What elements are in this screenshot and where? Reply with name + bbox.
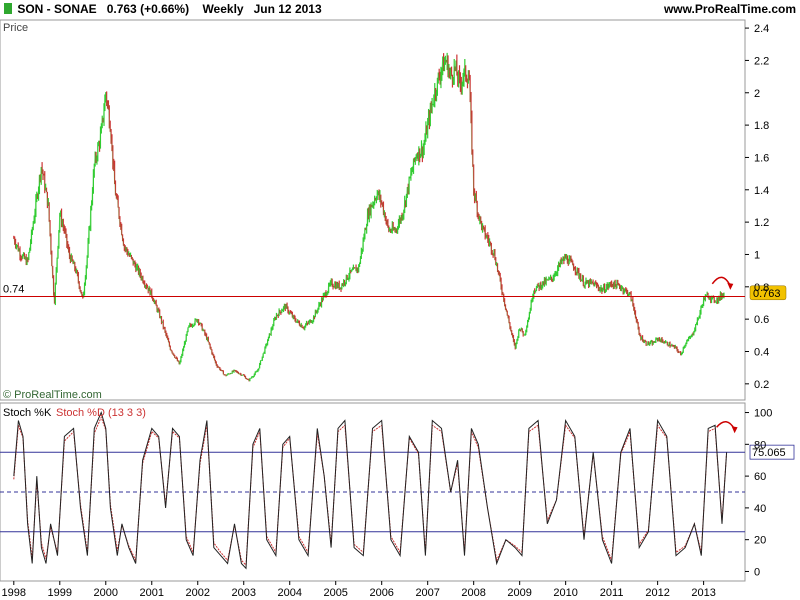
price-tick-label: 1.2 bbox=[754, 217, 769, 229]
price-tick-label: 1 bbox=[754, 249, 760, 261]
price-tick-label: 2.2 bbox=[754, 55, 769, 67]
year-tick-label: 2012 bbox=[645, 587, 669, 599]
date-label: Jun 12 2013 bbox=[253, 2, 322, 16]
price-tick-label: 2.4 bbox=[754, 23, 769, 35]
year-tick-label: 2006 bbox=[369, 587, 393, 599]
stoch-d-label: Stoch %D (13 3 3) bbox=[56, 407, 146, 419]
stoch-tick-label: 80 bbox=[754, 439, 766, 451]
year-tick-label: 2007 bbox=[415, 587, 439, 599]
copyright-label: © ProRealTime.com bbox=[3, 389, 102, 401]
price-arrow-head bbox=[727, 282, 734, 290]
year-tick-label: 2013 bbox=[691, 587, 715, 599]
current-stoch-badge-bg bbox=[749, 444, 795, 460]
year-tick-label: 2009 bbox=[507, 587, 531, 599]
stoch-k-line bbox=[13, 411, 728, 570]
price-series-line bbox=[13, 58, 725, 382]
price-axis-ticks: 2.4 2.2 2 1.8 1.6 1.4 1.2 1 0.8 0.6 0.4 0.2 bbox=[745, 23, 769, 391]
price-tick-label: 1.6 bbox=[754, 152, 769, 164]
stoch-tick-label: 100 bbox=[754, 408, 772, 420]
year-tick-label: 2004 bbox=[277, 587, 301, 599]
candle-icon bbox=[4, 3, 12, 14]
year-axis-ticks: 1998 1999 2000 2001 2002 2003 2004 2005 2006 2007… bbox=[2, 581, 716, 599]
stoch-axis-ticks: 100 80 60 40 20 0 bbox=[745, 408, 772, 578]
period-label: Weekly bbox=[202, 2, 244, 16]
header-left: SON - SONAE 0.763 (+0.66%) Weekly Jun 12… bbox=[4, 2, 322, 16]
stoch-tick-label: 0 bbox=[754, 566, 760, 578]
quote-value: 0.763 (+0.66%) bbox=[106, 2, 190, 16]
stoch-tick-label: 20 bbox=[754, 535, 766, 547]
year-tick-label: 2000 bbox=[94, 587, 118, 599]
price-tick-label: 1.8 bbox=[754, 120, 769, 132]
current-price-value: 0.763 bbox=[753, 288, 781, 300]
price-tick-label: 1.4 bbox=[754, 185, 769, 197]
stoch-k-label: Stoch %K bbox=[3, 407, 52, 419]
stoch-tick-label: 60 bbox=[754, 471, 766, 483]
instrument-name: SON - SONAE bbox=[17, 2, 97, 16]
current-price-badge-bg bbox=[749, 285, 787, 301]
current-price-badge: 0.763 bbox=[749, 285, 787, 301]
year-tick-label: 2002 bbox=[186, 587, 210, 599]
year-tick-label: 2003 bbox=[231, 587, 255, 599]
price-tick-label: 0.2 bbox=[754, 379, 769, 391]
year-tick-label: 2005 bbox=[323, 587, 347, 599]
current-stoch-badge: 75.065 bbox=[749, 444, 795, 460]
price-tick-label: 0.8 bbox=[754, 282, 769, 294]
price-candles bbox=[13, 52, 725, 382]
price-panel-label: Price bbox=[3, 22, 28, 34]
year-tick-label: 1999 bbox=[48, 587, 72, 599]
site-link[interactable]: www.ProRealTime.com bbox=[663, 2, 796, 16]
price-tick-label: 2 bbox=[754, 88, 760, 100]
support-level-label: 0.74 bbox=[3, 284, 24, 296]
price-curved-arrow bbox=[711, 276, 731, 287]
price-tick-label: 0.4 bbox=[754, 346, 769, 358]
stoch-arrow-head bbox=[731, 426, 738, 434]
year-tick-label: 2010 bbox=[553, 587, 577, 599]
year-tick-label: 2011 bbox=[600, 587, 624, 599]
year-tick-label: 2001 bbox=[140, 587, 164, 599]
stoch-curved-arrow bbox=[716, 421, 736, 430]
year-tick-label: 1998 bbox=[2, 587, 26, 599]
stoch-tick-label: 40 bbox=[754, 503, 766, 515]
stoch-d-line bbox=[13, 415, 728, 567]
price-tick-label: 0.6 bbox=[754, 314, 769, 326]
current-stoch-value: 75.065 bbox=[752, 447, 786, 459]
year-tick-label: 2008 bbox=[461, 587, 485, 599]
price-panel-frame bbox=[0, 19, 746, 401]
